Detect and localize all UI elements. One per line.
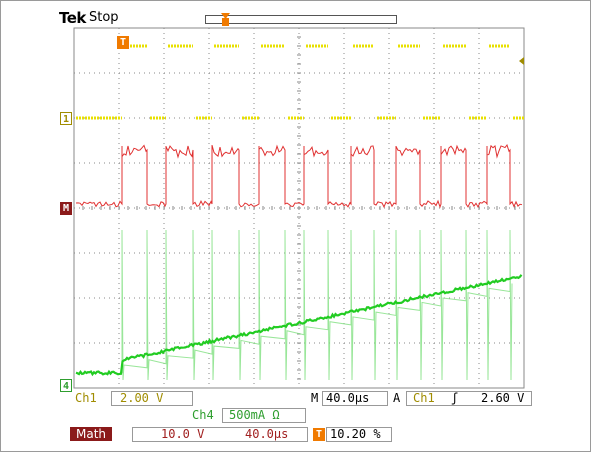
math-scale: 10.0 V bbox=[161, 427, 204, 442]
trigger-position-icon: T bbox=[313, 428, 325, 441]
ch1-ground-marker[interactable]: 1 bbox=[60, 112, 72, 125]
trigger-mode: A bbox=[393, 391, 400, 406]
timebase-label: M bbox=[311, 391, 318, 406]
trigger-position-value: 10.20 % bbox=[330, 427, 381, 442]
trigger-box[interactable]: Ch1 ʃ 2.60 V bbox=[406, 391, 532, 406]
ch4-scale: 500mA Ω bbox=[229, 408, 280, 423]
trigger-level: 2.60 V bbox=[481, 391, 524, 406]
timebase-box[interactable]: 40.0µs bbox=[322, 391, 388, 406]
trigger-level-arrow bbox=[519, 57, 524, 65]
ch4-scale-box[interactable]: 500mA Ω bbox=[222, 408, 306, 423]
ch1-scale-box[interactable]: 2.00 V bbox=[111, 391, 193, 406]
timebase-value: 40.0µs bbox=[326, 391, 369, 406]
trigger-position-marker[interactable]: T bbox=[117, 36, 129, 49]
ch4-ground-marker[interactable]: 4 bbox=[60, 379, 72, 392]
math-scale-box[interactable]: 10.0 V 40.0µs bbox=[132, 427, 308, 442]
trigger-position-box[interactable]: 10.20 % bbox=[326, 427, 392, 442]
math-time: 40.0µs bbox=[245, 427, 288, 442]
record-trigger-marker bbox=[221, 13, 230, 26]
ch1-label: Ch1 bbox=[75, 391, 97, 406]
math-label[interactable]: Math bbox=[70, 427, 112, 441]
trigger-slope-icon: ʃ bbox=[451, 391, 458, 406]
ch4-label: Ch4 bbox=[192, 408, 214, 423]
ch1-scale: 2.00 V bbox=[120, 391, 163, 406]
math-ground-marker[interactable]: M bbox=[60, 202, 72, 215]
trigger-source: Ch1 bbox=[413, 391, 435, 406]
